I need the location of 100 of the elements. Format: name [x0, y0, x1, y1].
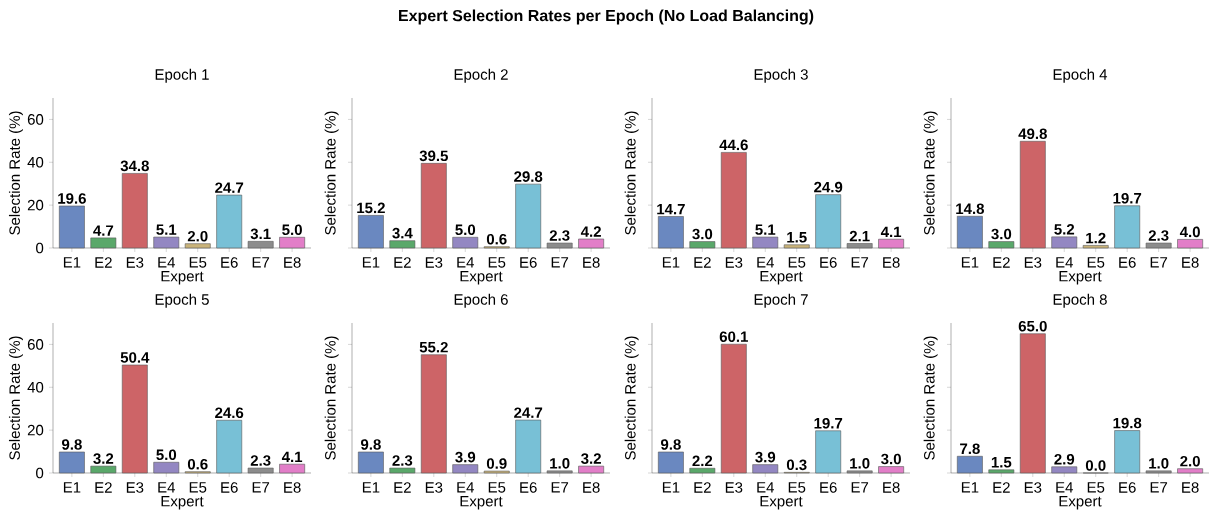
data-label: 15.2: [357, 202, 385, 214]
data-label: 60.1: [719, 331, 748, 342]
data-label: 4.0: [1179, 226, 1200, 238]
x-tick-label: E1: [63, 482, 81, 493]
x-tick-label: E7: [1150, 257, 1168, 268]
x-tick-label: E6: [221, 482, 238, 493]
data-label: 4.1: [880, 226, 902, 237]
y-tick-label: 40: [27, 381, 44, 393]
data-label: 0.3: [786, 459, 807, 471]
y-tick-label: 20: [27, 199, 44, 211]
data-label: 3.9: [755, 451, 776, 463]
x-tick-label: E3: [126, 482, 144, 493]
x-tick-label: E2: [694, 482, 711, 493]
x-tick-label: E5: [488, 257, 506, 268]
x-axis-title: Expert: [1059, 271, 1102, 285]
data-label: 14.7: [657, 203, 685, 215]
data-label: 14.8: [956, 203, 984, 215]
x-tick-label: E2: [394, 257, 411, 268]
y-axis-title: Selection Rate (%): [324, 111, 339, 235]
data-label: 5.0: [156, 449, 177, 461]
x-tick-label: E6: [520, 482, 537, 493]
x-tick-label: E5: [788, 482, 806, 493]
x-tick-label: E7: [851, 482, 869, 493]
data-label: 9.8: [360, 439, 381, 450]
bar: [578, 238, 604, 249]
bar: [389, 240, 416, 249]
bar: [546, 470, 573, 474]
x-tick-label: E7: [252, 482, 270, 493]
x-tick-label: E2: [694, 257, 711, 268]
y-axis-title: Selection Rate (%): [923, 336, 938, 460]
bar: [846, 243, 873, 249]
x-tick-label: E1: [362, 257, 380, 268]
x-tick-label: E7: [1150, 482, 1168, 493]
x-tick-label: E4: [1056, 482, 1073, 493]
y-tick-label: 0: [36, 467, 44, 479]
data-label: 24.7: [514, 407, 543, 418]
data-label: 0.9: [486, 458, 507, 469]
x-tick-label: E3: [725, 257, 743, 268]
x-tick-label: E7: [252, 257, 270, 268]
bar: [153, 236, 180, 249]
data-label: 2.0: [187, 230, 208, 242]
bar: [153, 461, 180, 474]
y-tick-label: 40: [27, 156, 44, 168]
x-tick-label: E3: [725, 482, 743, 493]
bar: [1082, 245, 1109, 249]
data-label: 2.3: [250, 455, 271, 466]
data-label: 2.3: [392, 455, 413, 466]
bar: [279, 236, 306, 249]
x-tick-label: E1: [662, 482, 680, 493]
data-label: 19.7: [814, 417, 843, 429]
x-tick-label: E1: [63, 257, 81, 268]
data-label: 3.0: [881, 453, 901, 465]
x-tick-label: E5: [1087, 482, 1105, 493]
data-label: 2.0: [1180, 455, 1200, 467]
x-tick-label: E7: [551, 482, 569, 493]
data-label: 44.6: [719, 139, 748, 151]
bar: [752, 236, 779, 249]
data-label: 1.0: [1149, 458, 1169, 469]
bar: [420, 163, 447, 249]
data-label: 1.0: [850, 458, 870, 469]
data-label: 39.5: [419, 150, 448, 162]
y-axis-title: Selection Rate (%): [624, 111, 639, 235]
bar: [420, 354, 447, 474]
bar: [59, 451, 85, 474]
bar: [1145, 242, 1172, 249]
data-label: 0.0: [1085, 460, 1106, 471]
bar: [658, 216, 684, 249]
x-tick-label: E2: [394, 482, 411, 493]
data-label: 1.5: [991, 457, 1012, 468]
data-label: 29.8: [514, 171, 543, 182]
x-tick-label: E1: [961, 482, 979, 493]
x-tick-label: E8: [883, 257, 900, 268]
x-tick-label: E1: [362, 482, 380, 493]
data-label: 1.5: [787, 232, 807, 243]
x-axis-title: Expert: [1059, 496, 1102, 510]
x-axis-title: Expert: [760, 496, 803, 510]
bar: [720, 343, 747, 474]
x-tick-label: E8: [583, 257, 600, 268]
bar: [720, 152, 747, 249]
chart-title: Epoch 4: [1053, 68, 1108, 83]
data-label: 65.0: [1018, 320, 1047, 332]
y-axis-title: Selection Rate (%): [324, 336, 339, 460]
data-label: 24.6: [215, 407, 244, 419]
bar: [389, 467, 416, 474]
bar: [956, 455, 983, 474]
x-tick-label: E4: [158, 257, 176, 268]
bar: [1145, 470, 1172, 474]
x-tick-label: E3: [425, 257, 443, 268]
data-label: 0.6: [187, 458, 208, 470]
bar: [1019, 333, 1046, 474]
chart-title: Epoch 1: [155, 68, 209, 83]
data-label: 9.8: [61, 439, 82, 450]
data-label: 4.7: [93, 225, 114, 236]
y-axis-title: Selection Rate (%): [923, 111, 938, 235]
bar: [247, 241, 274, 249]
bar: [90, 465, 117, 474]
data-label: 3.0: [692, 228, 713, 240]
data-label: 1.0: [550, 458, 570, 469]
x-tick-label: E3: [126, 257, 144, 268]
x-tick-label: E1: [662, 257, 680, 268]
